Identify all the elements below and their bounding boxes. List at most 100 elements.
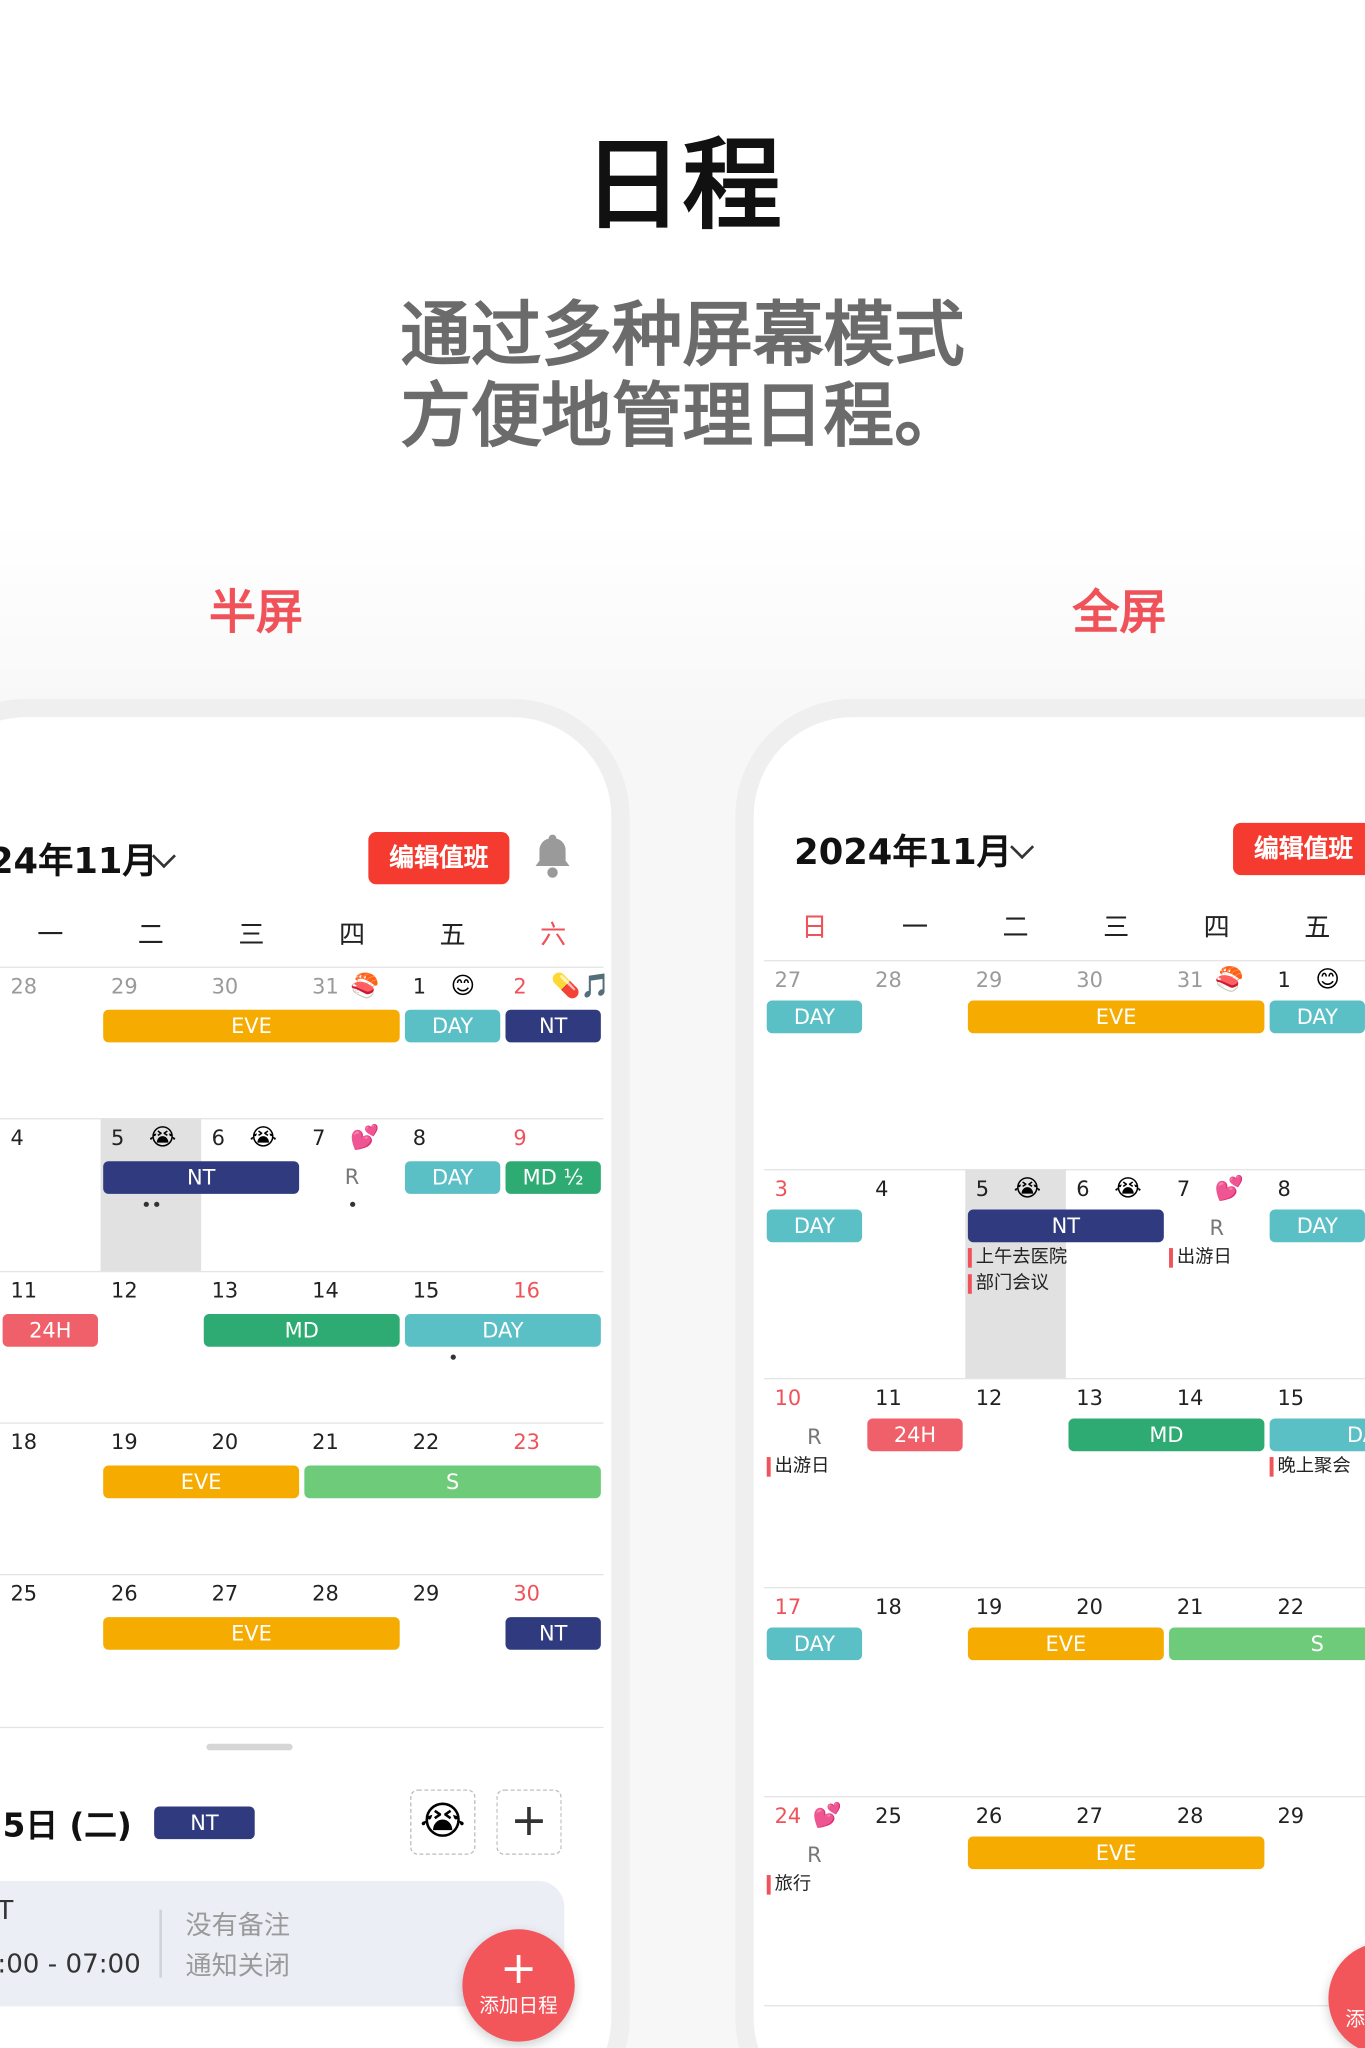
day-number[interactable]: 17	[774, 1594, 802, 1620]
day-number[interactable]: 5	[111, 1125, 125, 1151]
day-number[interactable]: 21	[312, 1429, 339, 1455]
weekday-label: 一	[37, 918, 64, 951]
day-number[interactable]: 8	[1277, 1176, 1291, 1202]
shift-bar[interactable]: DAY	[404, 1009, 501, 1043]
shift-bar[interactable]: 24H	[2, 1313, 98, 1347]
day-number[interactable]: 30	[211, 973, 239, 999]
shift-bar[interactable]: NT	[103, 1161, 300, 1195]
day-number[interactable]: 1	[1277, 967, 1291, 993]
day-number[interactable]: 23	[513, 1429, 540, 1455]
shift-bar[interactable]: DAY	[1269, 1418, 1365, 1452]
day-number[interactable]: 20	[1076, 1594, 1103, 1620]
day-number[interactable]: 27	[774, 967, 802, 993]
day-number[interactable]: 28	[875, 967, 902, 993]
day-number[interactable]: 16	[513, 1277, 540, 1303]
day-number[interactable]: 26	[111, 1581, 138, 1607]
shift-bar[interactable]: EVE	[103, 1617, 400, 1650]
day-number[interactable]: 26	[975, 1803, 1003, 1829]
bell-button[interactable]	[534, 832, 571, 879]
day-number[interactable]: 18	[875, 1594, 902, 1620]
fab-add-schedule[interactable]: +添加日程	[1328, 1942, 1365, 2048]
shift-bar[interactable]: EVE	[967, 1627, 1164, 1661]
day-number[interactable]: 21	[1176, 1594, 1204, 1620]
day-number[interactable]: 4	[875, 1176, 889, 1202]
day-number[interactable]: 24	[774, 1803, 802, 1829]
day-number[interactable]: 6	[211, 1125, 225, 1151]
shift-bar[interactable]: 24H	[867, 1418, 963, 1452]
day-number[interactable]: 11	[10, 1277, 38, 1303]
shift-bar[interactable]: MD	[1068, 1418, 1265, 1452]
add-button[interactable]: +	[496, 1789, 562, 1855]
day-number[interactable]: 9	[513, 1125, 527, 1151]
day-number[interactable]: 2	[513, 973, 527, 999]
shift-bar[interactable]: NT	[505, 1617, 601, 1650]
day-number[interactable]: 25	[10, 1581, 38, 1607]
day-number[interactable]: 31	[1176, 967, 1204, 993]
shift-bar[interactable]: NT	[505, 1009, 601, 1043]
day-number[interactable]: 4	[10, 1125, 24, 1151]
day-number[interactable]: 19	[975, 1594, 1003, 1620]
month-dropdown[interactable]	[1010, 835, 1035, 860]
day-number[interactable]: 28	[10, 973, 38, 999]
day-number[interactable]: 5	[975, 1176, 990, 1202]
day-number[interactable]: 3	[774, 1176, 788, 1202]
day-number[interactable]: 29	[975, 967, 1003, 993]
day-number[interactable]: 18	[10, 1429, 38, 1455]
day-number[interactable]: 6	[1076, 1176, 1090, 1202]
shift-bar[interactable]: DAY	[404, 1313, 601, 1347]
week-divider	[764, 1587, 1365, 1589]
reminder-mark: R	[807, 1424, 822, 1450]
shift-bar[interactable]: DAY	[766, 1627, 863, 1661]
shift-bar[interactable]: EVE	[967, 1836, 1265, 1870]
shift-bar[interactable]: EVE	[103, 1009, 400, 1043]
day-number[interactable]: 20	[211, 1429, 239, 1455]
day-number[interactable]: 29	[1277, 1803, 1305, 1829]
day-number[interactable]: 14	[312, 1277, 339, 1303]
day-number[interactable]: 27	[1076, 1803, 1103, 1829]
edit-button[interactable]: 编辑值班	[368, 832, 510, 885]
day-number[interactable]: 1	[412, 973, 427, 999]
day-number[interactable]: 31	[312, 973, 339, 999]
day-number[interactable]: 28	[312, 1581, 339, 1607]
shift-bar[interactable]: DAY	[1269, 1209, 1365, 1243]
day-number[interactable]: 29	[111, 973, 138, 999]
emoji-button[interactable]: 😭	[410, 1789, 476, 1855]
day-number[interactable]: 22	[1277, 1594, 1305, 1620]
shift-bar[interactable]: EVE	[103, 1465, 300, 1499]
day-number[interactable]: 15	[412, 1277, 440, 1303]
day-number[interactable]: 12	[975, 1385, 1003, 1411]
day-number[interactable]: 25	[875, 1803, 902, 1829]
day-number[interactable]: 13	[1076, 1385, 1103, 1411]
card-time: :00 - 07:00	[0, 1947, 141, 1979]
shift-bar[interactable]: NT	[967, 1209, 1164, 1243]
shift-bar[interactable]: DAY	[1269, 1000, 1365, 1034]
day-number[interactable]: 8	[412, 1125, 427, 1151]
day-number[interactable]: 30	[1076, 967, 1103, 993]
day-number[interactable]: 28	[1176, 1803, 1204, 1829]
day-number[interactable]: 7	[312, 1125, 326, 1151]
day-number[interactable]: 13	[211, 1277, 239, 1303]
day-number[interactable]: 22	[412, 1429, 440, 1455]
edit-button[interactable]: 编辑值班	[1233, 822, 1365, 876]
shift-bar[interactable]: EVE	[967, 1000, 1265, 1034]
day-number[interactable]: 12	[111, 1277, 138, 1303]
shift-bar[interactable]: MD ½	[505, 1161, 601, 1195]
day-number[interactable]: 29	[412, 1581, 440, 1607]
day-number[interactable]: 7	[1176, 1176, 1191, 1202]
shift-bar[interactable]: DAY	[404, 1161, 501, 1195]
day-number[interactable]: 19	[111, 1429, 138, 1455]
day-number[interactable]: 15	[1277, 1385, 1305, 1411]
fab-add-schedule[interactable]: +添加日程	[462, 1929, 575, 2042]
day-number[interactable]: 27	[211, 1581, 239, 1607]
day-number[interactable]: 30	[513, 1581, 540, 1607]
week-divider	[0, 966, 604, 968]
shift-bar[interactable]: DAY	[766, 1000, 863, 1034]
shift-bar[interactable]: MD	[203, 1313, 400, 1347]
shift-bar[interactable]: S	[1169, 1627, 1365, 1661]
day-number[interactable]: 10	[774, 1385, 802, 1411]
day-number[interactable]: 11	[875, 1385, 902, 1411]
note-dot	[153, 1202, 159, 1208]
shift-bar[interactable]: DAY	[766, 1209, 863, 1243]
day-number[interactable]: 14	[1176, 1385, 1204, 1411]
shift-bar[interactable]: S	[304, 1465, 601, 1499]
